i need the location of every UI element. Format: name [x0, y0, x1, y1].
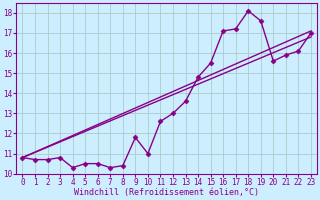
X-axis label: Windchill (Refroidissement éolien,°C): Windchill (Refroidissement éolien,°C) — [74, 188, 259, 197]
